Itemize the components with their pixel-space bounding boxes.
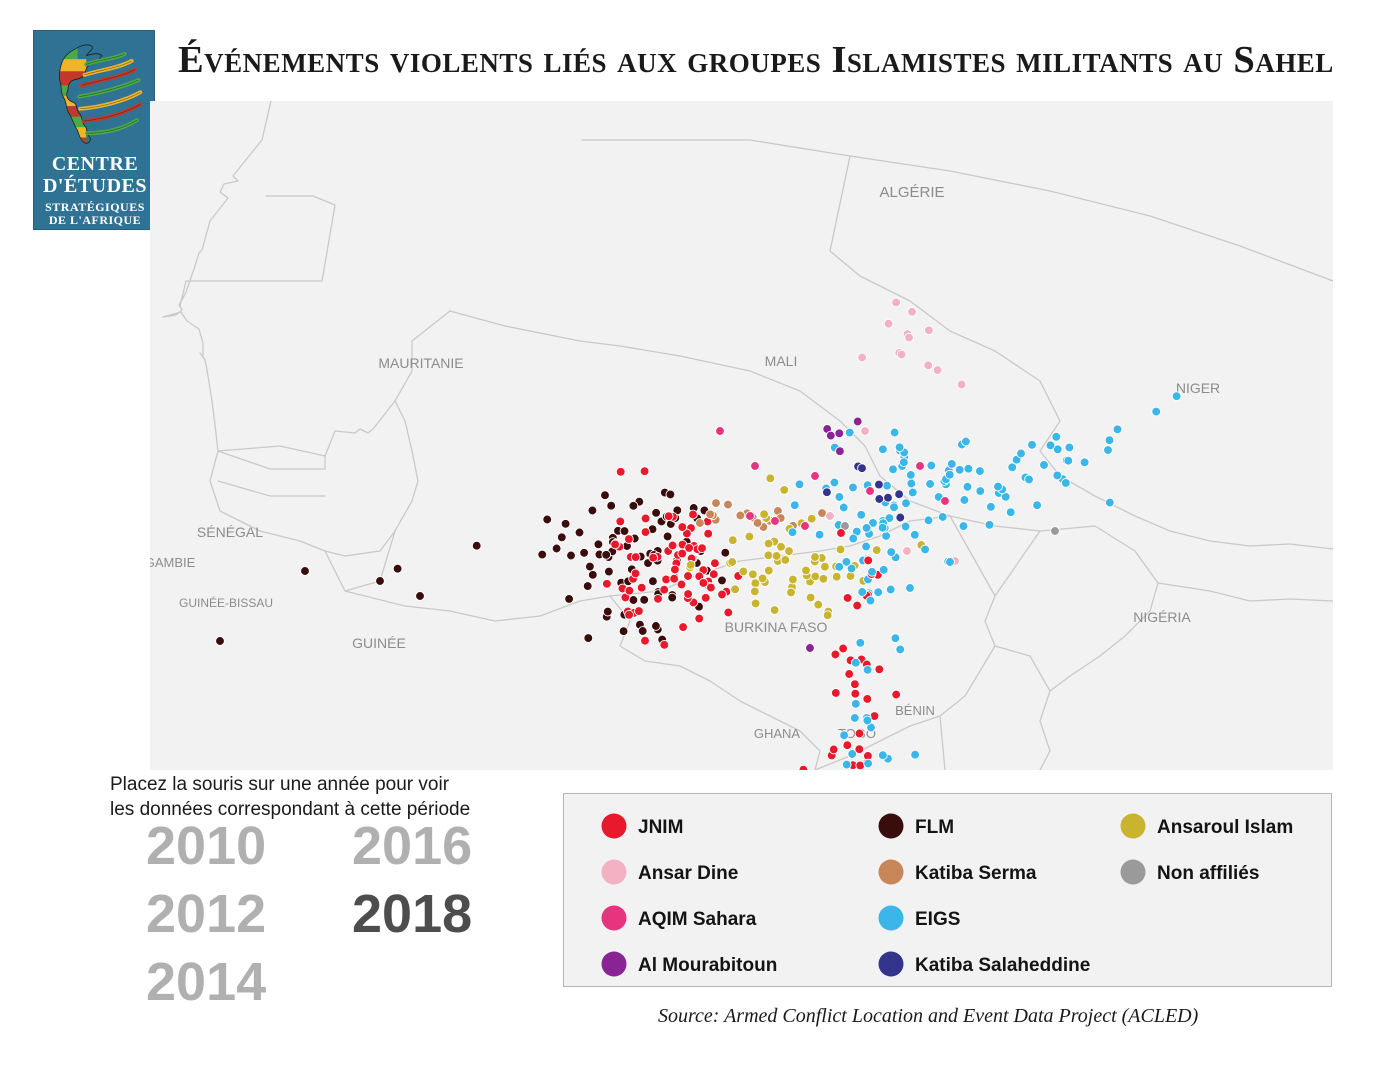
svg-text:Ansaroul Islam: Ansaroul Islam bbox=[1157, 817, 1293, 838]
svg-text:MAURITANIE: MAURITANIE bbox=[378, 355, 463, 371]
svg-text:Ansar Dine: Ansar Dine bbox=[638, 863, 738, 884]
svg-text:MALI: MALI bbox=[765, 353, 798, 369]
svg-text:GHANA: GHANA bbox=[754, 726, 801, 741]
svg-text:SÉNÉGAL: SÉNÉGAL bbox=[197, 524, 263, 540]
svg-text:AQIM Sahara: AQIM Sahara bbox=[638, 909, 757, 930]
svg-text:BÉNIN: BÉNIN bbox=[895, 703, 935, 718]
svg-text:EIGS: EIGS bbox=[915, 909, 960, 930]
svg-text:JNIM: JNIM bbox=[638, 817, 683, 838]
svg-text:BURKINA FASO: BURKINA FASO bbox=[725, 619, 828, 635]
svg-text:GUINÉE-BISSAU: GUINÉE-BISSAU bbox=[179, 595, 273, 610]
svg-text:FLM: FLM bbox=[915, 817, 954, 838]
svg-text:GUINÉE: GUINÉE bbox=[352, 635, 406, 651]
svg-text:Al Mourabitoun: Al Mourabitoun bbox=[638, 955, 777, 976]
svg-text:Non affiliés: Non affiliés bbox=[1157, 863, 1259, 884]
svg-text:NIGER: NIGER bbox=[1176, 380, 1220, 396]
svg-text:ALGÉRIE: ALGÉRIE bbox=[879, 184, 944, 201]
svg-text:Katiba Salaheddine: Katiba Salaheddine bbox=[915, 955, 1090, 976]
svg-text:NIGÉRIA: NIGÉRIA bbox=[1133, 609, 1191, 625]
svg-text:Katiba Serma: Katiba Serma bbox=[915, 863, 1037, 884]
svg-text:GAMBIE: GAMBIE bbox=[150, 555, 196, 570]
